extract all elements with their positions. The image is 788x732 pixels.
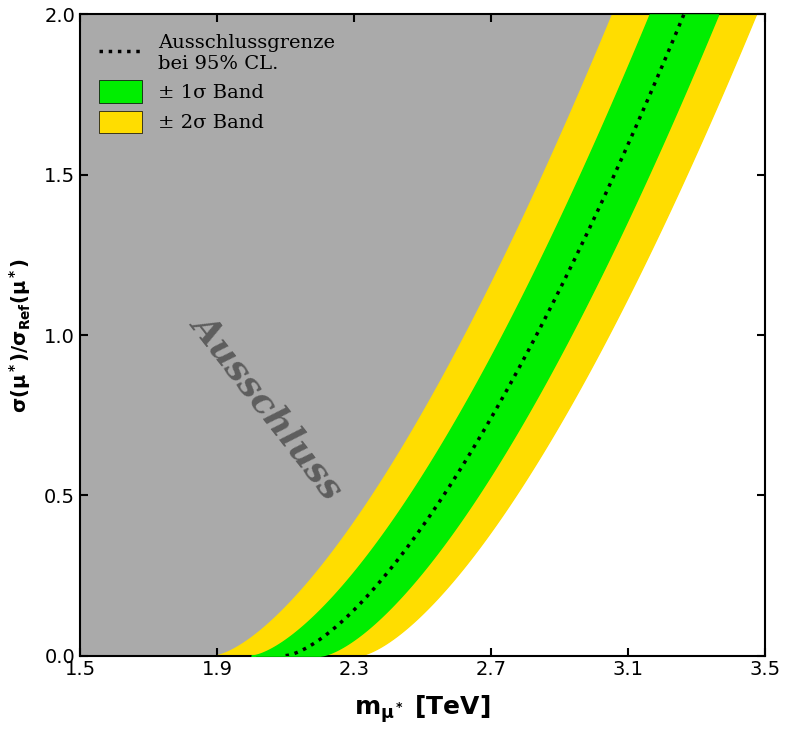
Text: Ausschluss: Ausschluss — [186, 307, 351, 504]
Legend: Ausschlussgrenze
bei 95% CL., ± 1σ Band, ± 2σ Band: Ausschlussgrenze bei 95% CL., ± 1σ Band,… — [90, 24, 344, 143]
Y-axis label: $\mathbf{\sigma(\mu^*) / \sigma_{Ref}(\mu^*)}$: $\mathbf{\sigma(\mu^*) / \sigma_{Ref}(\m… — [7, 258, 33, 413]
X-axis label: $\mathbf{m_{\mu^*}}$ [TeV]: $\mathbf{m_{\mu^*}}$ [TeV] — [355, 693, 491, 725]
